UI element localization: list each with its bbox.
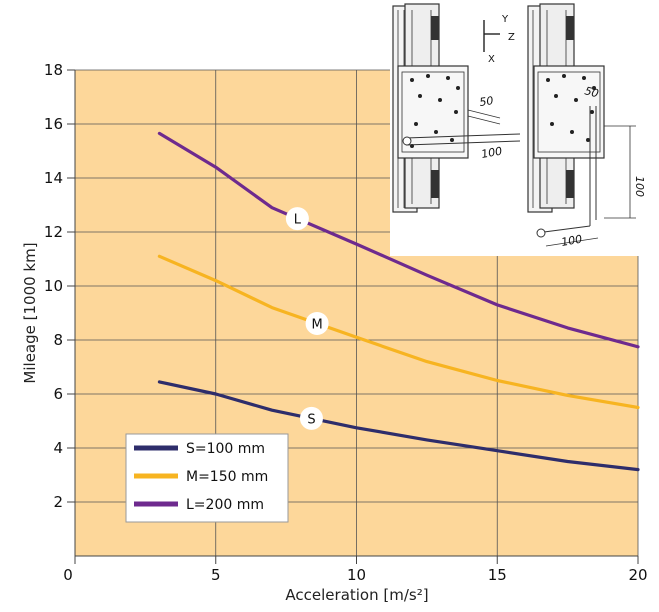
- dim-label: 100: [560, 233, 583, 249]
- x-tick-label: 15: [488, 566, 507, 584]
- curve-label: M: [311, 317, 322, 332]
- svg-text:X: X: [488, 54, 495, 65]
- y-tick-label: 6: [53, 385, 63, 403]
- curve-label-badge: [285, 207, 309, 231]
- x-axis-title: Acceleration [m/s²]: [285, 586, 428, 604]
- coordinate-axes-icon: Y Z X: [483, 14, 515, 65]
- y-tick-label: 18: [44, 61, 63, 79]
- y-tick-label: 14: [44, 169, 63, 187]
- legend-label: S=100 mm: [186, 441, 265, 457]
- svg-text:Y: Y: [501, 14, 509, 25]
- dim-label: 100: [633, 176, 646, 197]
- series-line-m: [157, 254, 640, 410]
- y-tick-label: 10: [44, 277, 63, 295]
- series-line-l: [157, 131, 640, 349]
- dim-label: 50: [479, 94, 495, 109]
- y-tick-label: 16: [44, 115, 63, 133]
- curve-label-badge: [299, 406, 323, 430]
- x-tick-label: 10: [347, 566, 366, 584]
- curve-label-badge: [305, 311, 329, 335]
- x-tick-label: 5: [211, 566, 221, 584]
- x-tick-label: 20: [628, 566, 647, 584]
- y-tick-label: 2: [53, 493, 63, 511]
- rail-right-drawing: [527, 3, 636, 247]
- y-axis-title: Mileage [1000 km]: [21, 242, 39, 383]
- svg-text:Z: Z: [508, 32, 515, 43]
- x-tick-label: 0: [63, 566, 73, 584]
- tick-labels: 2 4 6 8 10 12 14 16 18 0 5 10 15 20: [44, 61, 648, 584]
- inset-illustration: Y Z X: [390, 0, 659, 256]
- curve-labels: S M L: [285, 207, 329, 430]
- curve-label: S: [307, 412, 315, 427]
- dim-label: 100: [480, 145, 503, 161]
- series-line-s: [157, 380, 640, 472]
- dim-label: 50: [583, 84, 600, 100]
- y-tick-label: 4: [53, 439, 63, 457]
- series-curves: [157, 131, 640, 472]
- y-tick-label: 12: [44, 223, 63, 241]
- legend-label: L=200 mm: [186, 497, 264, 513]
- axes: [67, 69, 639, 564]
- legend: S=100 mm M=150 mm L=200 mm: [125, 433, 289, 523]
- rail-left-drawing: [392, 3, 521, 213]
- y-tick-label: 8: [53, 331, 63, 349]
- legend-label: M=150 mm: [186, 469, 268, 485]
- curve-label: L: [294, 213, 302, 228]
